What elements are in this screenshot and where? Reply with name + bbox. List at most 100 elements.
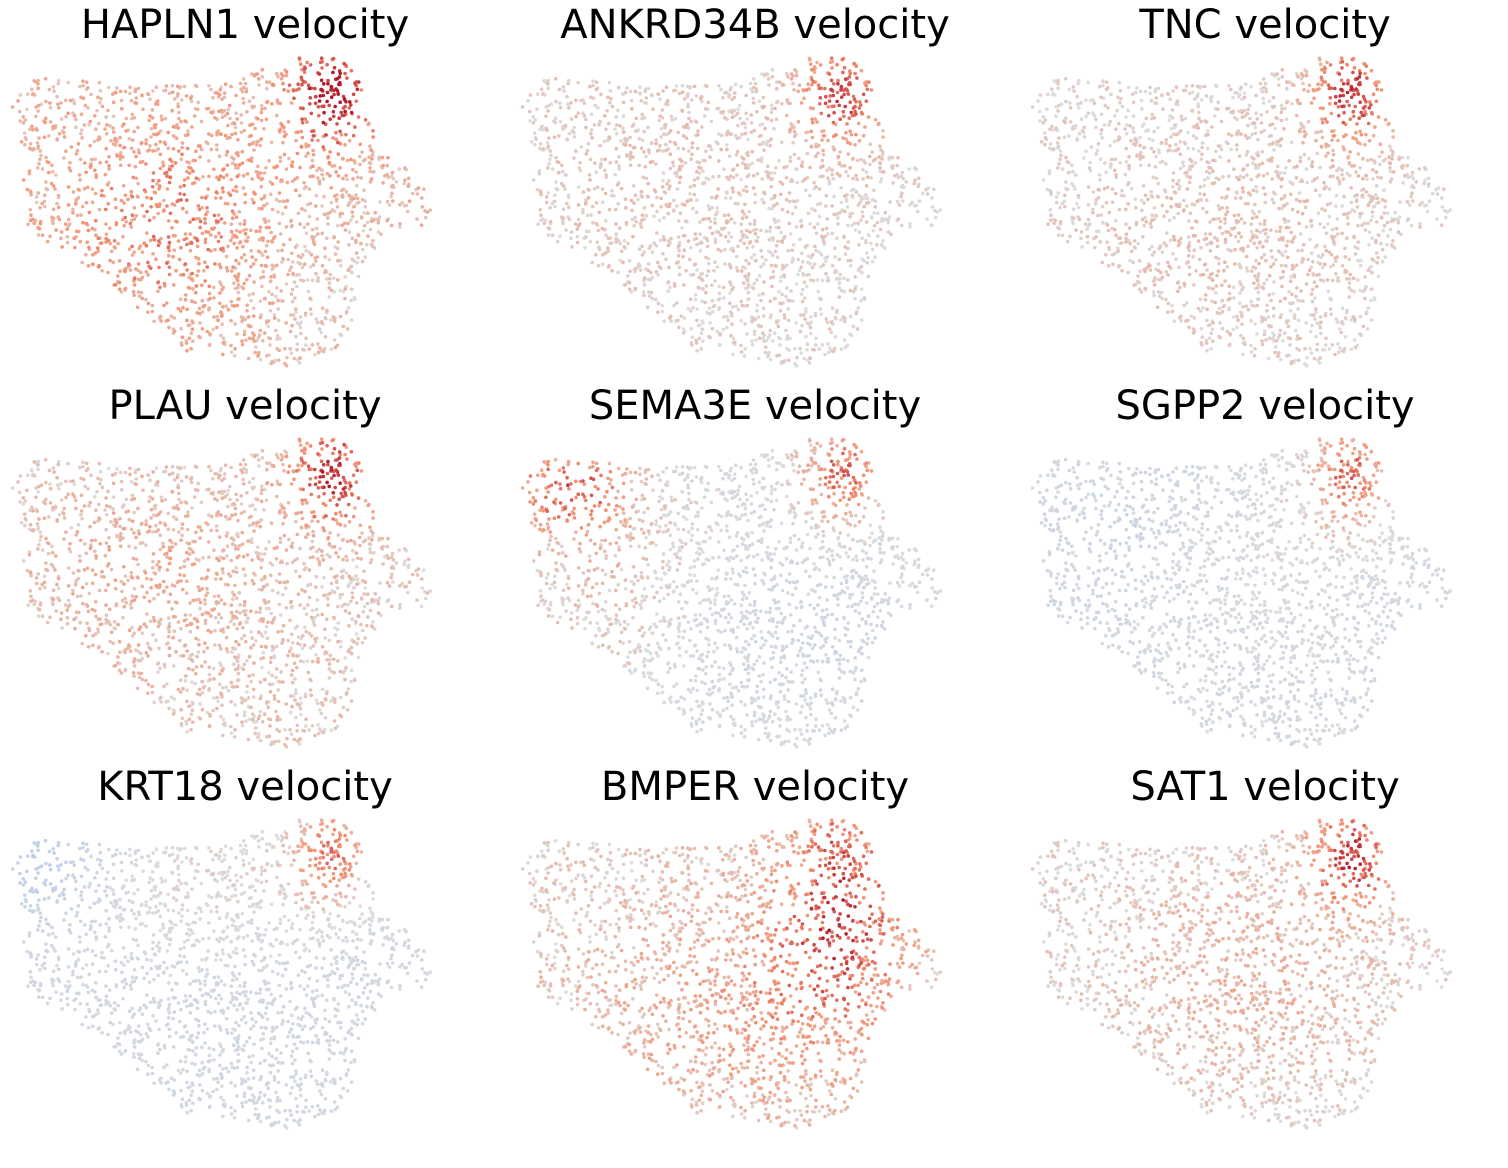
scatter-point	[630, 124, 635, 128]
scatter-point	[753, 192, 757, 197]
scatter-point	[706, 257, 711, 261]
scatter-point	[591, 83, 595, 88]
scatter-point	[588, 157, 593, 162]
scatter-point	[631, 155, 635, 159]
scatter-point	[130, 213, 135, 217]
scatter-point	[228, 193, 233, 197]
scatter-point	[855, 327, 860, 331]
scatter-point	[1296, 298, 1300, 303]
scatter-point	[704, 149, 708, 154]
scatter-point	[1216, 100, 1220, 105]
scatter-point	[133, 165, 138, 169]
scatter-point	[622, 239, 627, 243]
scatter-point	[1309, 265, 1313, 269]
scatter-point	[1418, 203, 1422, 207]
scatter-point	[1345, 308, 1349, 313]
scatter-point	[910, 200, 914, 205]
scatter-point	[139, 290, 144, 295]
scatter-point	[675, 204, 679, 208]
scatter-point	[314, 259, 318, 263]
scatter-point	[717, 84, 721, 88]
scatter-point	[81, 79, 85, 83]
scatter-point	[106, 108, 110, 113]
scatter-point	[1334, 259, 1338, 263]
scatter-point	[642, 283, 647, 287]
scatter-point	[728, 174, 733, 178]
scatter-point	[314, 94, 318, 99]
scatter-point	[880, 157, 884, 161]
scatter-point	[1423, 178, 1427, 182]
scatter-point	[744, 93, 748, 98]
scatter-point	[1172, 132, 1176, 136]
scatter-point	[209, 110, 213, 115]
scatter-point	[300, 83, 304, 87]
scatter-point	[768, 328, 773, 333]
scatter-point	[221, 175, 226, 180]
scatter-point	[827, 179, 832, 183]
scatter-point	[596, 106, 600, 110]
scatter-point	[1331, 174, 1335, 178]
scatter-point	[843, 104, 847, 109]
scatter-point	[1169, 126, 1174, 131]
scatter-point	[837, 103, 841, 108]
scatter-point	[140, 296, 144, 301]
scatter-point	[1328, 201, 1333, 206]
scatter-point	[118, 157, 122, 161]
scatter-point	[552, 135, 557, 139]
scatter-point	[646, 148, 651, 152]
scatter-point	[864, 99, 869, 103]
scatter-point	[1143, 89, 1148, 94]
scatter-point	[331, 56, 336, 61]
scatter-point	[1323, 244, 1327, 249]
scatter-point	[203, 260, 207, 264]
scatter-point	[1272, 148, 1276, 152]
scatter-point	[1225, 329, 1230, 334]
scatter-point	[638, 91, 642, 96]
scatter-point	[1153, 276, 1157, 280]
scatter-point	[253, 350, 257, 355]
scatter-point	[354, 220, 359, 224]
scatter-point	[398, 225, 402, 229]
scatter-point	[803, 296, 807, 300]
scatter-point	[1217, 216, 1221, 221]
scatter-point	[745, 246, 749, 250]
scatter-point	[1296, 249, 1300, 253]
scatter-point	[1056, 86, 1060, 91]
scatter-point	[829, 320, 834, 325]
scatter-point	[684, 269, 688, 273]
scatter-point	[268, 336, 273, 341]
scatter-point	[163, 88, 168, 93]
scatter-point	[308, 201, 313, 206]
scatter-point	[1038, 119, 1042, 123]
scatter-point	[1444, 215, 1448, 220]
scatter-point	[794, 73, 799, 78]
scatter-point	[263, 296, 267, 301]
scatter-point	[767, 206, 771, 211]
scatter-point	[1104, 80, 1109, 85]
scatter-point	[899, 194, 903, 199]
scatter-point	[759, 249, 763, 253]
scatter-point	[759, 324, 763, 329]
scatter-point	[326, 156, 330, 160]
scatter-point	[80, 204, 85, 209]
scatter-point	[727, 154, 732, 158]
scatter-point	[546, 109, 550, 113]
scatter-point	[1270, 197, 1274, 202]
scatter-point	[216, 220, 220, 224]
scatter-point	[216, 213, 221, 217]
scatter-point	[1088, 160, 1092, 165]
scatter-point	[1266, 315, 1271, 319]
scatter-point	[822, 129, 826, 133]
scatter-point	[1389, 177, 1394, 181]
scatter-point	[1205, 348, 1209, 353]
scatter-point	[668, 152, 673, 157]
scatter-point	[817, 86, 822, 91]
scatter-point	[1070, 163, 1074, 168]
scatter-point	[642, 206, 647, 210]
scatter-point	[831, 120, 836, 125]
scatter-point	[240, 149, 245, 154]
scatter-point	[189, 277, 194, 281]
scatter-point	[778, 343, 782, 347]
scatter-point	[104, 222, 108, 226]
scatter-point	[584, 229, 589, 234]
